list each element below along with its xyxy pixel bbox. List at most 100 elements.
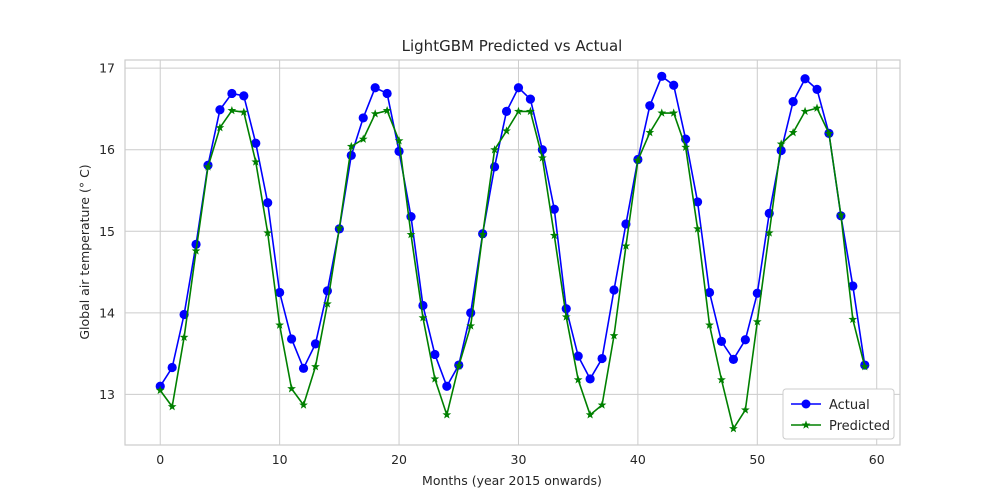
series-actual-point (669, 80, 679, 90)
series-predicted-point (167, 402, 177, 411)
series-predicted-point (490, 145, 499, 154)
series-predicted-point (502, 126, 511, 135)
series-predicted-point (585, 410, 595, 419)
y-tick-label: 15 (99, 224, 115, 239)
series-predicted-point (311, 362, 320, 371)
series-predicted-point (561, 312, 571, 321)
series-actual-point (740, 335, 750, 345)
series-predicted-point (394, 136, 404, 145)
series-predicted-point (705, 320, 714, 329)
series-predicted-point (669, 108, 679, 117)
series-predicted-point (382, 105, 392, 115)
series-actual-point (239, 91, 249, 101)
series-actual-point (286, 334, 297, 344)
series-predicted-point (573, 375, 583, 384)
series-actual-point (251, 138, 261, 148)
series-actual-point (191, 239, 201, 249)
series-predicted-point (693, 224, 702, 233)
series-predicted-point (633, 155, 643, 165)
series-predicted-point (227, 105, 237, 115)
legend-predicted-marker (801, 420, 811, 429)
series-predicted-point (729, 424, 738, 433)
series-predicted-point (597, 400, 607, 409)
series-actual-point (800, 74, 810, 84)
x-tick-label: 60 (869, 452, 885, 467)
series-predicted-point (609, 331, 619, 340)
series-actual-point (848, 281, 858, 291)
series-predicted-point (299, 400, 308, 409)
series-actual-point (716, 336, 727, 347)
series-actual-point (525, 94, 536, 104)
series-predicted-point (478, 229, 488, 239)
series-predicted-point (323, 299, 332, 308)
series-predicted-point (860, 362, 870, 371)
x-tick-label: 10 (272, 452, 288, 467)
series-predicted-point (800, 106, 810, 116)
y-tick-label: 16 (99, 142, 115, 157)
series-predicted-point (681, 142, 691, 151)
series-actual-point (513, 83, 524, 93)
series-actual-point (645, 101, 655, 111)
series-predicted-point (621, 241, 631, 250)
series-predicted-point (191, 246, 201, 255)
series-actual-point (585, 374, 595, 384)
series-actual-point (597, 353, 607, 364)
series-actual-point (776, 145, 786, 156)
series-actual-point (430, 349, 440, 360)
series-actual-point (442, 381, 452, 391)
series-actual-point (358, 113, 368, 123)
series-predicted-point (239, 107, 249, 116)
x-tick-label: 50 (749, 452, 765, 467)
series-predicted-point (370, 109, 380, 118)
series-predicted-point (645, 128, 655, 137)
series-predicted-point (549, 230, 559, 240)
series-actual-point (263, 198, 273, 208)
series-predicted-point (203, 162, 213, 171)
series-predicted-point (215, 123, 225, 132)
series-predicted (155, 103, 870, 433)
series-actual-point (167, 362, 177, 373)
series-predicted-point (179, 332, 189, 342)
series-predicted-point (346, 141, 356, 151)
x-tick-label: 40 (630, 452, 646, 467)
series-actual-point (227, 88, 237, 99)
series-actual-line (159, 75, 866, 388)
series-actual-point (370, 83, 380, 93)
series-predicted-point (442, 410, 452, 419)
legend-actual-label: Actual (829, 398, 870, 413)
y-tick-label: 17 (99, 61, 115, 76)
plot-background (125, 60, 900, 445)
series-actual-point (692, 197, 703, 207)
series-predicted-point (155, 385, 165, 395)
series-actual-point (466, 308, 476, 318)
series-actual-point (704, 287, 715, 298)
series-actual-point (657, 71, 667, 81)
series-actual-point (418, 300, 428, 311)
y-tick-label: 13 (99, 387, 115, 402)
series-predicted-point (812, 103, 822, 112)
series-predicted-point (526, 106, 535, 116)
series-actual-point (609, 285, 619, 295)
series-predicted-point (334, 223, 344, 232)
legend-actual-marker (801, 399, 811, 409)
series-predicted-point (740, 405, 750, 414)
series-actual-point (346, 150, 356, 161)
series-actual-point (752, 288, 762, 298)
series-predicted-point (514, 106, 523, 116)
series-predicted-point (717, 375, 726, 384)
series-predicted-point (287, 384, 296, 393)
series-predicted-point (836, 210, 846, 219)
series-actual-point (573, 351, 583, 361)
x-tick-label: 0 (156, 452, 164, 467)
legend: Actual Predicted (782, 388, 895, 440)
series-predicted-point (418, 313, 428, 322)
x-tick-label: 30 (511, 452, 527, 467)
series-layer (155, 71, 870, 433)
series-predicted-line (159, 107, 866, 430)
series-actual-point (310, 339, 321, 349)
series-actual-point (298, 363, 309, 373)
y-axis-ticks: 13 14 15 16 17 (99, 61, 115, 402)
series-predicted-point (788, 128, 798, 137)
